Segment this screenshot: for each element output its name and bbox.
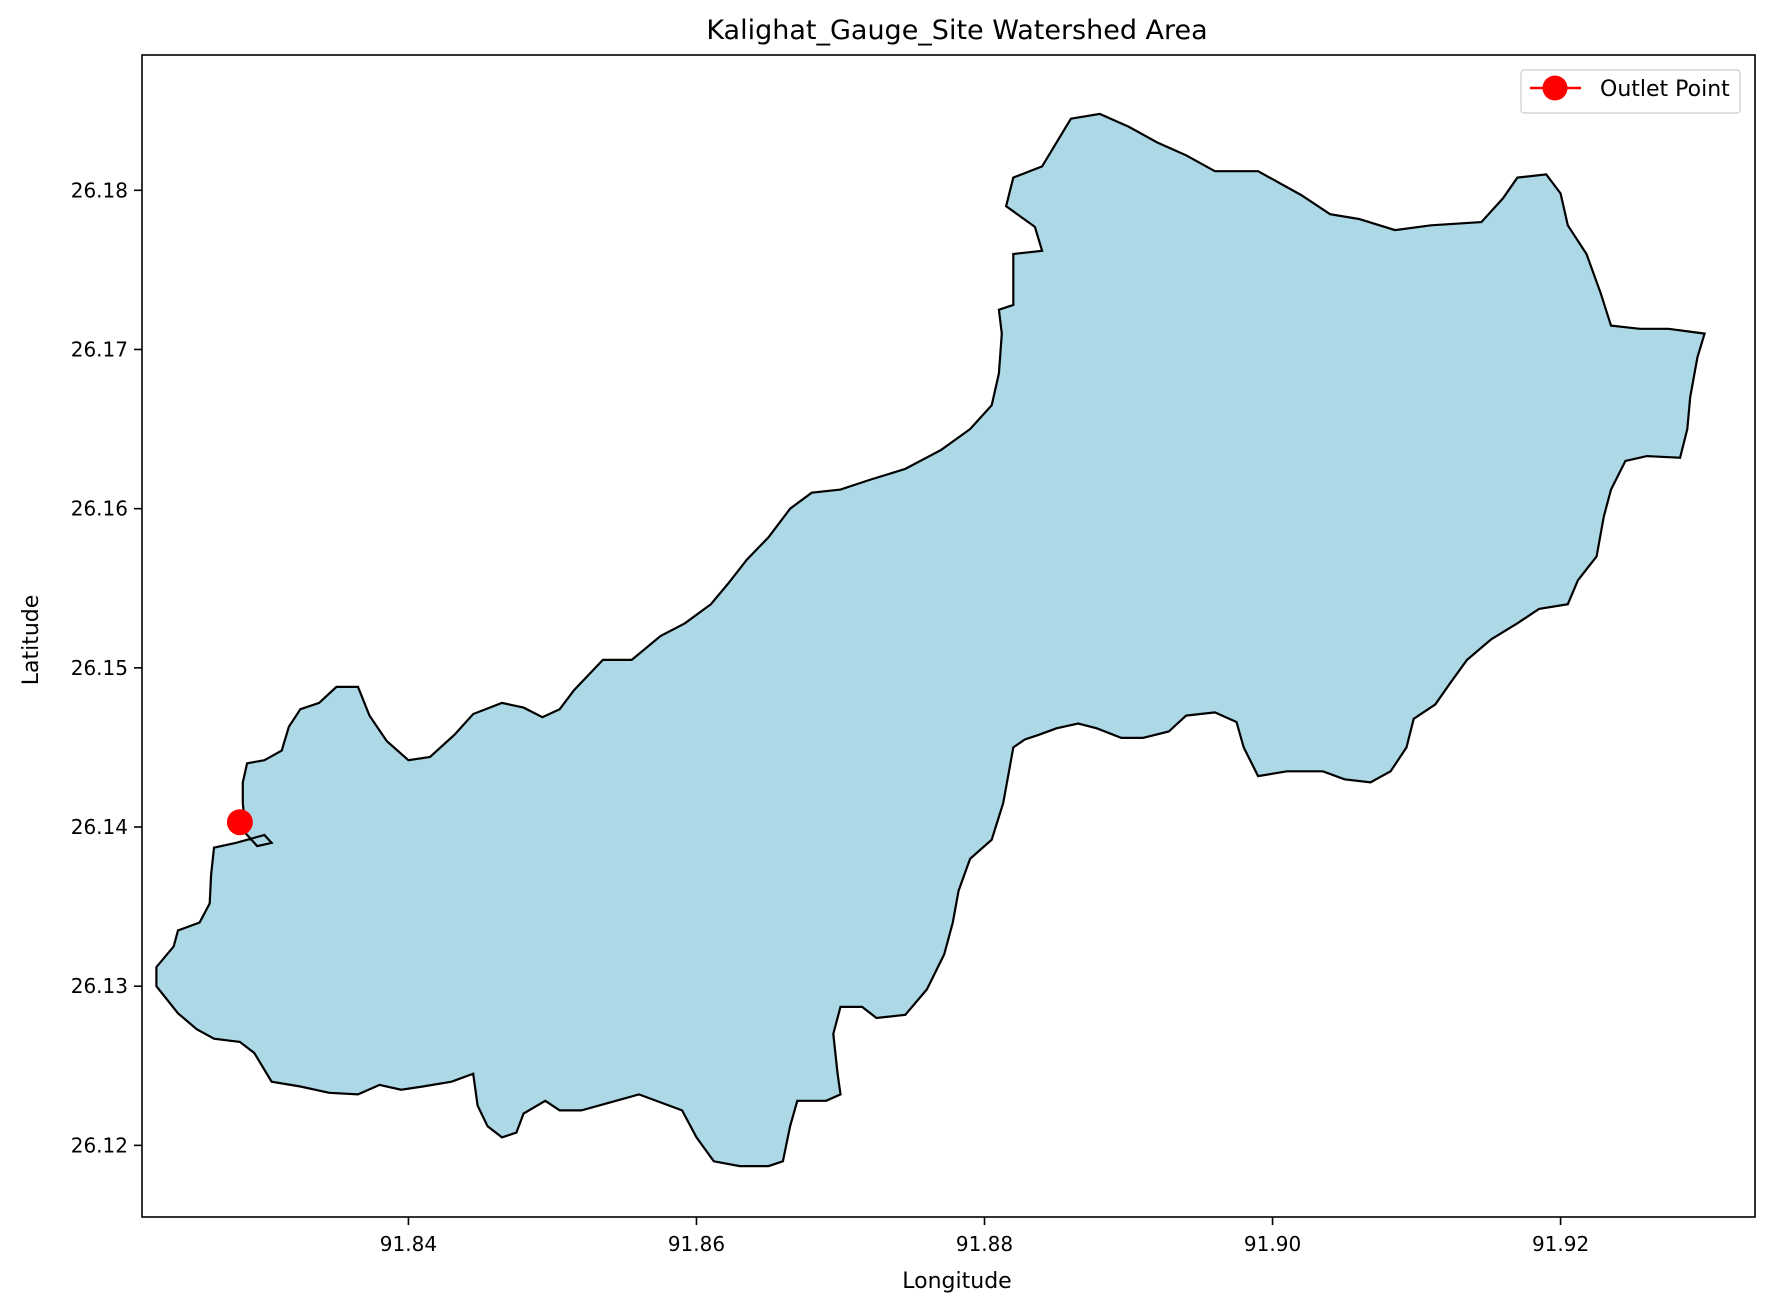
legend-outlet-marker bbox=[1542, 75, 1568, 101]
y-axis-label: Latitude bbox=[19, 595, 44, 686]
outlet-point-marker bbox=[226, 809, 253, 836]
legend-frame bbox=[1520, 69, 1741, 114]
watershed-polygon bbox=[155, 112, 1707, 1168]
outlet-layer bbox=[226, 809, 253, 836]
y-tick-label: 26.16 bbox=[71, 497, 128, 521]
chart-title: Kalighat_Gauge_Site Watershed Area bbox=[706, 15, 1207, 46]
x-tick-label: 91.92 bbox=[1532, 1232, 1589, 1256]
legend: Outlet Point bbox=[1520, 69, 1741, 114]
x-axis-ticks: 91.84 91.86 91.88 91.90 91.92 bbox=[380, 1217, 1589, 1256]
legend-label-outlet-point: Outlet Point bbox=[1600, 77, 1730, 102]
y-tick-label: 26.17 bbox=[71, 337, 128, 361]
y-tick-label: 26.13 bbox=[71, 974, 128, 998]
y-tick-label: 26.15 bbox=[71, 656, 128, 680]
x-tick-label: 91.90 bbox=[1244, 1232, 1301, 1256]
x-axis-label: Longitude bbox=[902, 1269, 1011, 1294]
plot-area bbox=[141, 54, 1756, 1218]
x-tick-label: 91.86 bbox=[668, 1232, 725, 1256]
y-axis-ticks: 26.12 26.13 26.14 26.15 26.16 26.17 26.18 bbox=[71, 178, 142, 1157]
y-tick-label: 26.14 bbox=[71, 815, 128, 839]
x-tick-label: 91.84 bbox=[380, 1232, 437, 1256]
y-tick-label: 26.18 bbox=[71, 178, 128, 202]
y-tick-label: 26.12 bbox=[71, 1133, 128, 1157]
plot-frame bbox=[141, 54, 1756, 1218]
x-tick-label: 91.88 bbox=[956, 1232, 1013, 1256]
